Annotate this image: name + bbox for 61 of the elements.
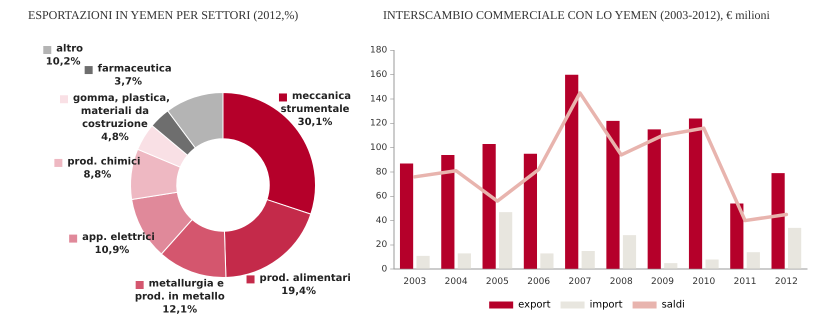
bar (540, 253, 554, 269)
bar (400, 163, 414, 269)
bar (458, 253, 471, 269)
x-tick-label: 2009 (651, 276, 674, 287)
legend-label: farmaceutica (98, 64, 172, 75)
bar (565, 74, 578, 269)
y-tick-label: 80 (376, 167, 388, 178)
legend-label: altro (56, 44, 84, 55)
legend-label: gomma, plastica, materiali da costruzione (73, 92, 170, 130)
data-label: 8,8% (84, 170, 112, 181)
y-tick-label: 100 (370, 142, 388, 153)
y-tick-label: 0 (381, 264, 388, 275)
data-label: 10,9% (94, 245, 130, 256)
legend-label: import (590, 300, 623, 311)
legend-label: metallurgia e prod. in metallo (134, 278, 225, 303)
bar (746, 252, 760, 269)
y-tick-label: 140 (370, 94, 388, 104)
bar (664, 263, 678, 269)
y-tick-label: 20 (376, 240, 388, 250)
x-tick-label: 2011 (734, 276, 757, 287)
data-label: 30,1% (298, 117, 332, 128)
chart-title: ESPORTAZIONI IN YEMEN PER SETTORI (2012,%) (27, 8, 300, 24)
bar (441, 154, 454, 269)
data-label: 3,7% (114, 76, 142, 88)
bar (416, 256, 430, 269)
legend-label: export (518, 300, 551, 311)
bar (582, 250, 595, 269)
x-tick-label: 2005 (486, 276, 509, 287)
legend-label: prod. alimentari (260, 272, 351, 284)
bar (482, 144, 496, 269)
y-tick-label: 40 (376, 216, 388, 226)
data-label: 10,2% (46, 56, 81, 68)
x-tick-label: 2006 (527, 276, 550, 287)
y-tick-label: 60 (376, 192, 388, 202)
x-tick-label: 2010 (692, 276, 716, 287)
legend-label: saldi (662, 300, 685, 311)
legend-label: prod. chimici (67, 156, 140, 168)
y-tick-label: 180 (370, 46, 388, 56)
data-label: 12,1% (162, 304, 198, 316)
x-tick-label: 2012 (774, 276, 798, 287)
x-tick-label: 2007 (568, 276, 592, 287)
chart-title: INTERSCAMBIO COMMERCIALE CON LO YEMEN (2003-2012), € milioni (382, 8, 771, 24)
legend-label: app. elettrici (82, 232, 155, 244)
bar (648, 129, 661, 269)
bar (688, 118, 702, 269)
x-tick-label: 2004 (444, 276, 468, 287)
bar (622, 235, 636, 269)
x-tick-label: 2008 (610, 276, 633, 287)
data-label: 4,8% (101, 132, 129, 143)
bar (730, 204, 744, 269)
y-tick-label: 120 (370, 118, 388, 129)
data-label: 19,4% (281, 286, 316, 297)
bar (524, 154, 538, 269)
bar (788, 228, 802, 269)
x-tick-label: 2003 (403, 276, 426, 287)
y-tick-label: 160 (370, 70, 388, 80)
bar (772, 173, 785, 269)
bar (606, 120, 620, 269)
legend-label: meccanica strumentale (280, 91, 352, 116)
bar (499, 212, 512, 269)
bar (705, 259, 719, 269)
